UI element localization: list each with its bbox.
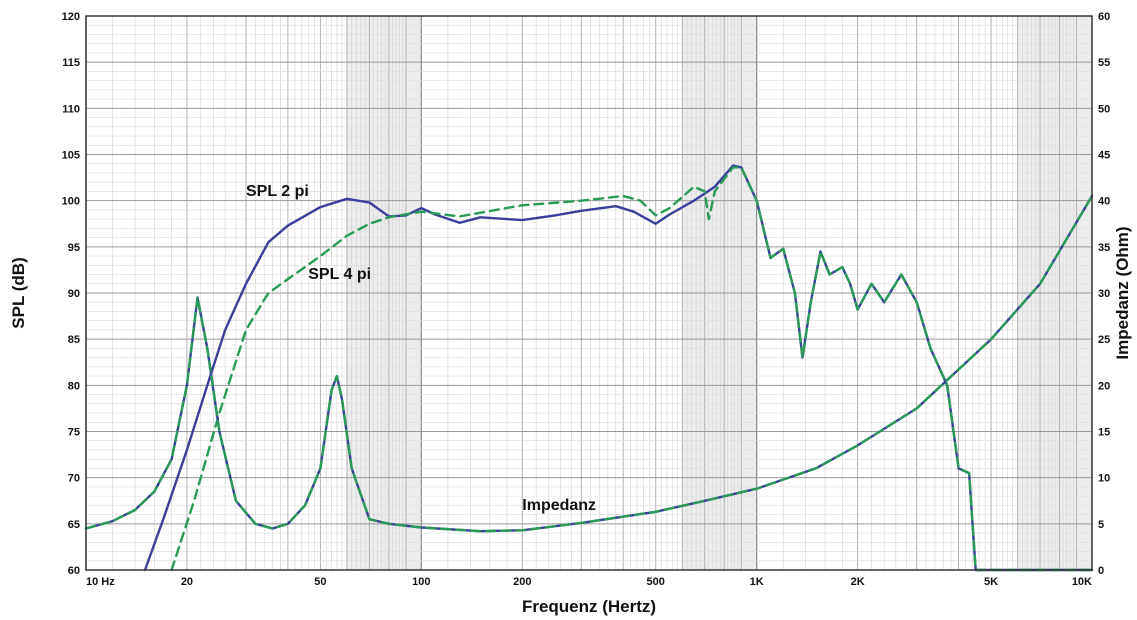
y-tick-label: 100	[62, 196, 80, 208]
annotations: SPL 2 pi SPL 4 pi Impedanz	[246, 183, 596, 514]
x-tick-label: 50	[314, 576, 326, 588]
y2-tick-label: 20	[1098, 380, 1110, 392]
y2-tick-label: 45	[1098, 150, 1110, 162]
series-line-3	[84, 194, 1094, 533]
y-tick-label: 60	[68, 565, 80, 577]
y-tick-label: 120	[62, 11, 80, 23]
series-line-4	[84, 194, 1094, 533]
x-tick-label: 100	[412, 576, 430, 588]
y2-tick-label: 5	[1098, 519, 1104, 531]
y2-axis-title: Impedanz (Ohm)	[1113, 226, 1132, 359]
x-axis-title: Frequenz (Hertz)	[522, 597, 656, 616]
y-tick-label: 110	[62, 103, 80, 115]
annotation-label: SPL 4 pi	[308, 266, 371, 283]
y-tick-label: 80	[68, 380, 80, 392]
x-tick-label: 5K	[984, 576, 998, 588]
x-tick-label: 2K	[851, 576, 865, 588]
series-lines	[84, 164, 1094, 572]
tick-labels: 10 Hz 20 50 100 200 500 1K 2K 5K 10K6065707580859…	[62, 11, 1111, 588]
y2-tick-label: 50	[1098, 103, 1110, 115]
x-tick-label: 200	[513, 576, 531, 588]
annotation-label: SPL 2 pi	[246, 183, 309, 200]
annotation-label: Impedanz	[522, 497, 596, 514]
y-tick-label: 115	[62, 57, 80, 69]
x-tick-label: 1K	[750, 576, 764, 588]
y2-tick-label: 15	[1098, 427, 1110, 439]
y2-tick-label: 40	[1098, 196, 1110, 208]
x-tick-label: 10 Hz	[86, 576, 115, 588]
series-line-2	[170, 166, 1094, 572]
y2-tick-label: 10	[1098, 473, 1110, 485]
y2-tick-label: 60	[1098, 11, 1110, 23]
y-tick-label: 75	[68, 427, 80, 439]
y-axis-title: SPL (dB)	[9, 257, 28, 328]
series-line-1	[143, 164, 1094, 572]
y-tick-label: 85	[68, 334, 80, 346]
x-tick-label: 500	[647, 576, 665, 588]
y2-tick-label: 55	[1098, 57, 1110, 69]
y-tick-label: 70	[68, 473, 80, 485]
grid	[85, 15, 1092, 571]
y-tick-label: 65	[68, 519, 80, 531]
y-tick-label: 95	[68, 242, 80, 254]
plot-frame	[85, 15, 1093, 571]
y2-tick-label: 25	[1098, 334, 1110, 346]
y2-tick-label: 35	[1098, 242, 1110, 254]
y-tick-label: 90	[68, 288, 80, 300]
x-tick-label: 10K	[1072, 576, 1092, 588]
y2-tick-label: 30	[1098, 288, 1110, 300]
y-tick-label: 105	[62, 150, 80, 162]
y2-tick-label: 0	[1098, 565, 1104, 577]
x-tick-label: 20	[181, 576, 193, 588]
